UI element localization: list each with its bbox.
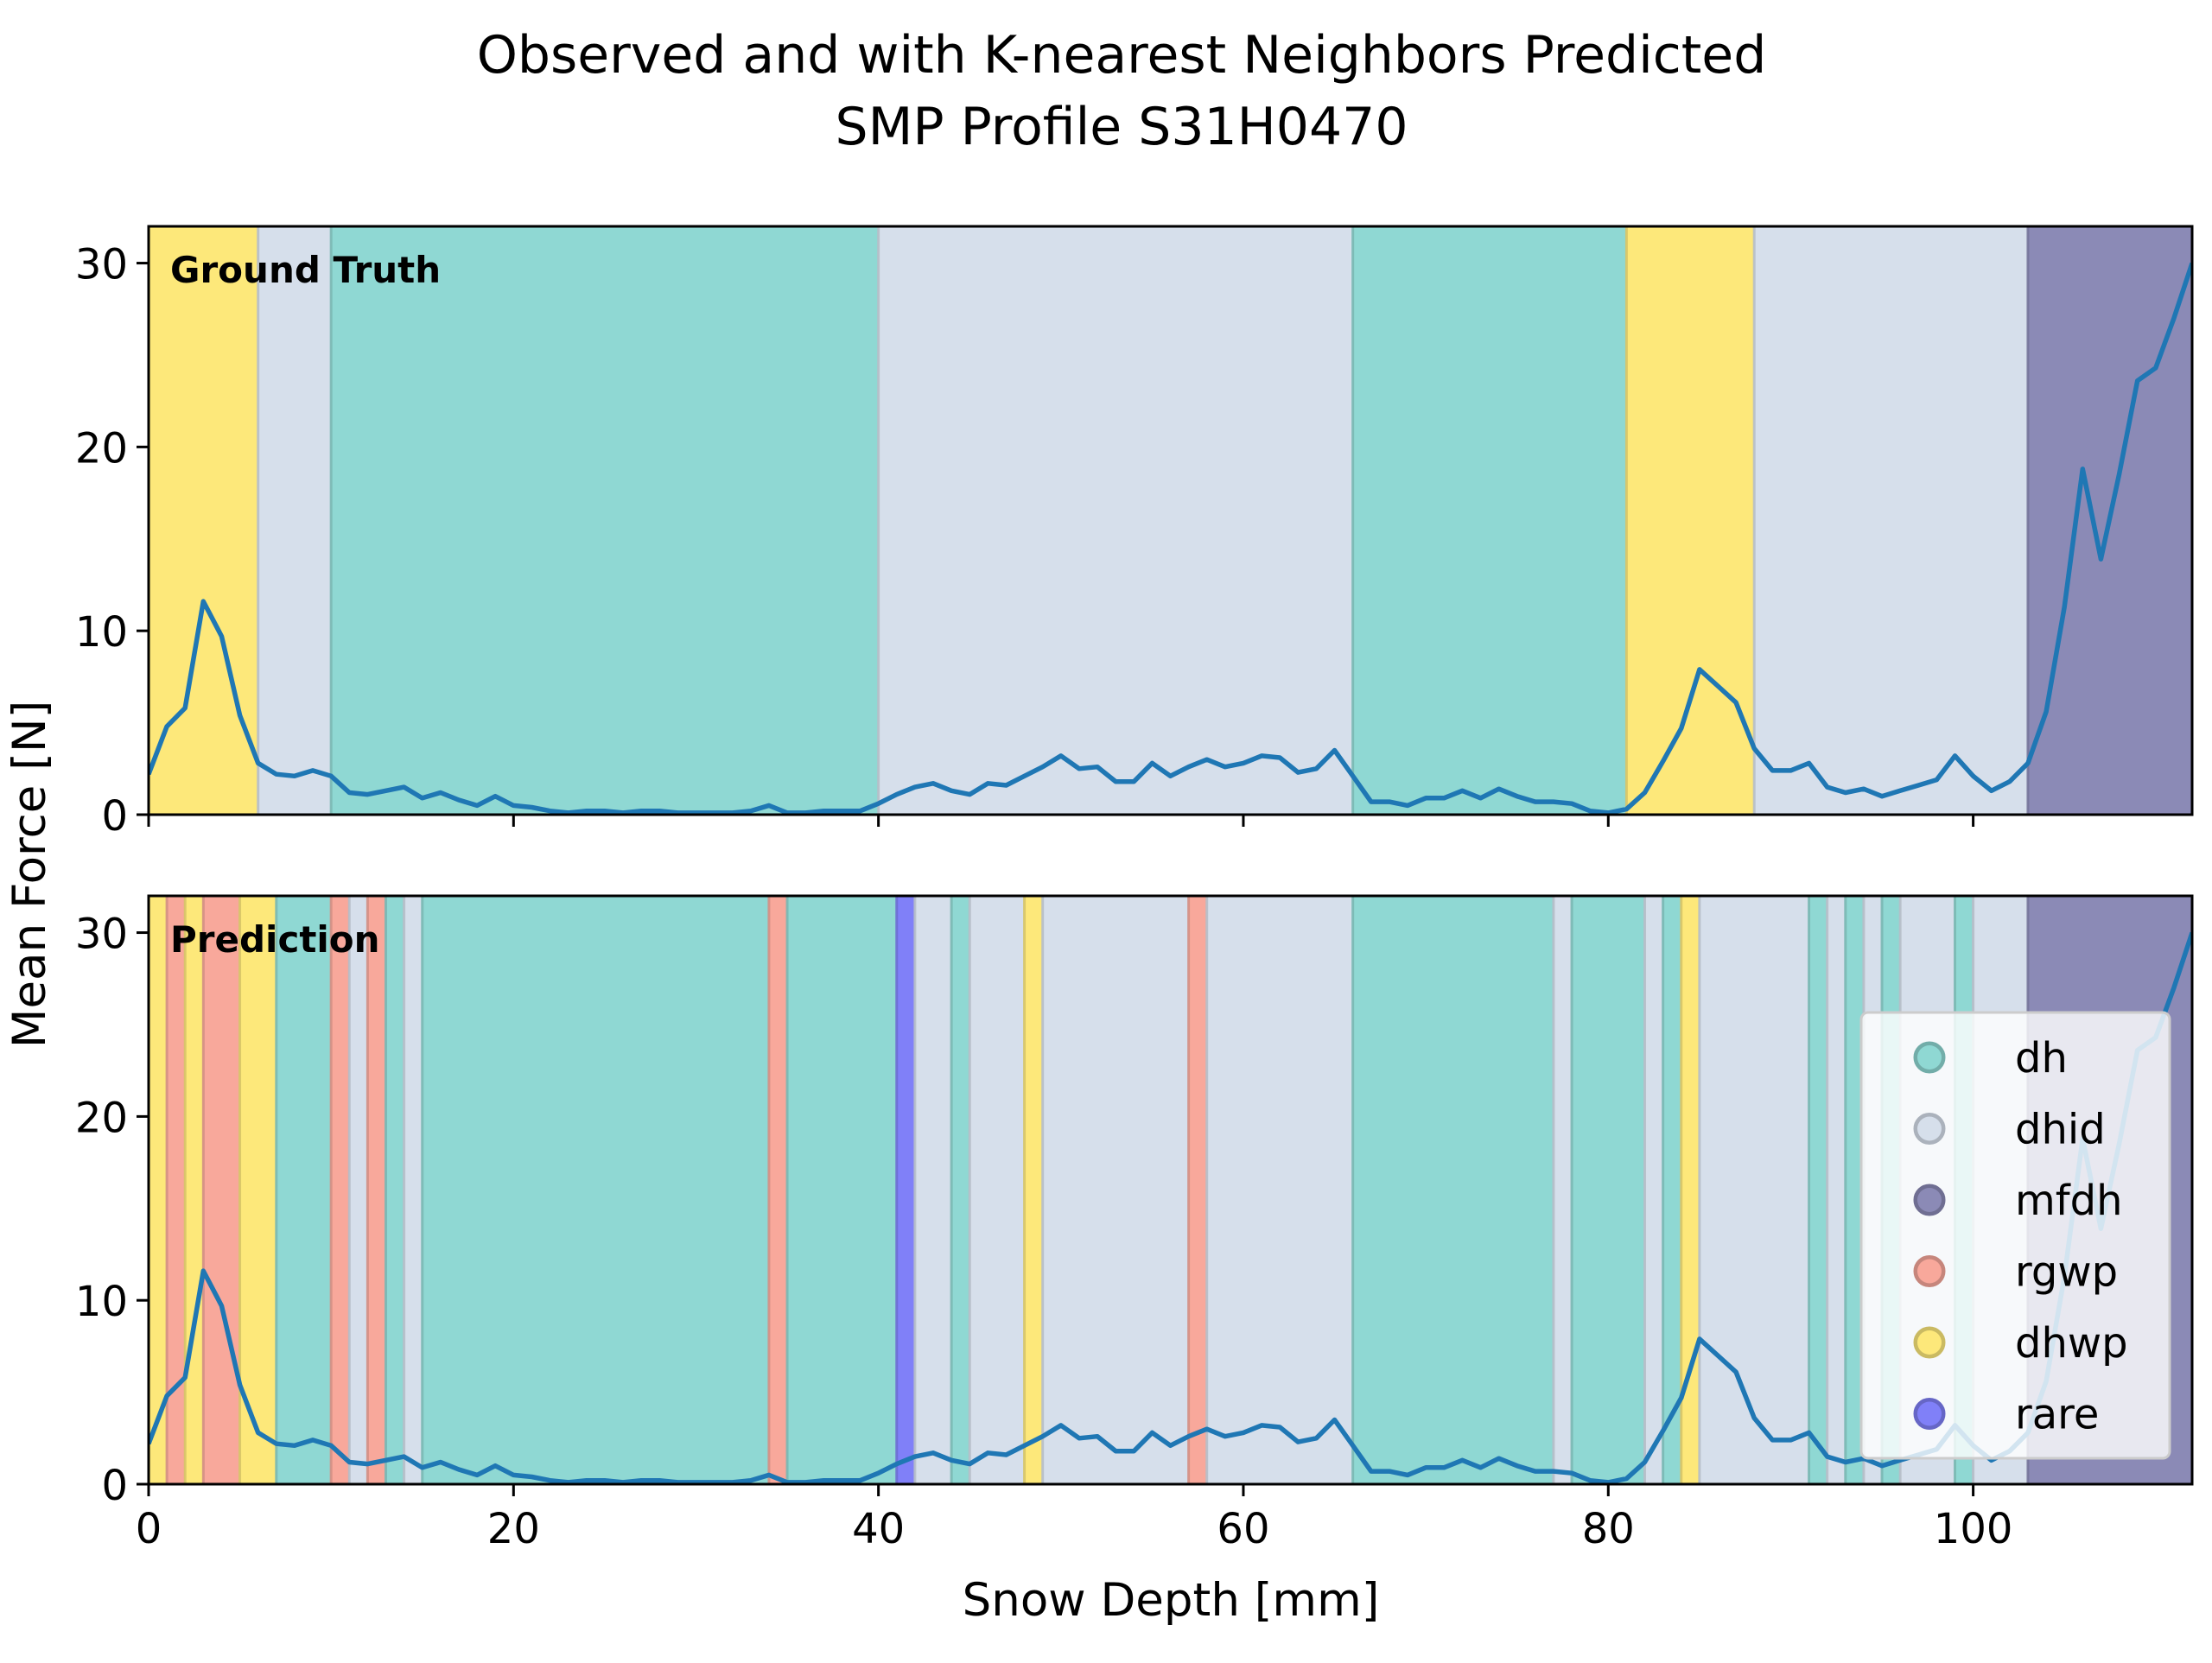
legend-label-rare: rare <box>2015 1391 2099 1439</box>
legend-marker-fill-rare <box>1917 1401 1942 1426</box>
layer-band-dh <box>422 896 769 1484</box>
x-tick-label: 0 <box>136 1505 162 1553</box>
y-tick-label: 30 <box>75 241 128 289</box>
legend-marker-fill-dhwp <box>1917 1330 1942 1355</box>
layer-band-dh <box>787 896 897 1484</box>
panel-label: Ground Truth <box>170 249 441 291</box>
chart-title-line2: SMP Profile S31H0470 <box>836 97 1408 157</box>
legend-label-mfdh: mfdh <box>2015 1177 2123 1225</box>
layer-band-rare <box>896 896 915 1484</box>
layer-band-dhid <box>969 896 1025 1484</box>
layer-band-dhid <box>1644 896 1663 1484</box>
axes-frame <box>147 225 2194 816</box>
layer-band-rgwp <box>167 896 186 1484</box>
y-tick-label: 20 <box>75 1094 128 1142</box>
force-line <box>149 262 2192 815</box>
y-tick-label: 10 <box>75 608 128 657</box>
layer-band-dhid <box>914 896 952 1484</box>
panel-label: Prediction <box>170 918 380 961</box>
layer-band-rgwp <box>331 896 350 1484</box>
legend-marker-fill-rgwp <box>1917 1259 1942 1284</box>
legend-marker-fill-dh <box>1917 1045 1942 1070</box>
legend-marker-fill-mfdh <box>1917 1188 1942 1212</box>
layer-band-dhid <box>404 896 423 1484</box>
layer-band-dh <box>385 896 404 1484</box>
layer-band-dh <box>1572 896 1645 1484</box>
layer-band-dhid <box>1754 226 2028 815</box>
layer-band-dh <box>1352 896 1554 1484</box>
layer-band-dh <box>331 226 879 815</box>
legend: dh dhid mfdh rgwp dhwp rare <box>1859 1011 2171 1460</box>
layer-band-dhwp <box>1626 226 1755 815</box>
layer-band-dhid <box>1699 896 1809 1484</box>
x-axis-label: Snow Depth [mm] <box>963 1574 1380 1627</box>
axes-frame <box>147 894 2194 1486</box>
y-tick-label: 10 <box>75 1278 128 1326</box>
layer-band-dhid <box>1042 896 1189 1484</box>
x-tick-label: 100 <box>1934 1505 2013 1553</box>
layer-band-dhwp <box>1681 896 1700 1484</box>
x-tick-label: 60 <box>1217 1505 1269 1553</box>
layer-band-dh <box>1352 226 1627 815</box>
legend-label-dhid: dhid <box>2015 1106 2106 1154</box>
y-tick-label: 30 <box>75 911 128 959</box>
layer-band-dh <box>1845 896 1864 1484</box>
legend-label-dhwp: dhwp <box>2015 1319 2128 1368</box>
chart-title-line1: Observed and with K-nearest Neighbors Pr… <box>477 25 1767 86</box>
legend-label-dh: dh <box>2015 1034 2068 1082</box>
layer-band-dh <box>951 896 970 1484</box>
layer-band-dhwp <box>239 896 276 1484</box>
y-axis-label: Mean Force [N] <box>3 701 56 1049</box>
layer-band-rgwp <box>1188 896 1207 1484</box>
legend-label-rgwp: rgwp <box>2015 1248 2118 1297</box>
layer-band-dhid <box>257 226 332 815</box>
layer-band-dh <box>1662 896 1681 1484</box>
layer-band-rgwp <box>367 896 386 1484</box>
layer-band-rgwp <box>203 896 240 1484</box>
layer-band-dhwp <box>149 896 168 1484</box>
panel-ground-truth: 0 10 20 30 Ground Truth <box>75 225 2194 841</box>
x-tick-label: 40 <box>852 1505 905 1553</box>
layer-band-dhid <box>1827 896 1846 1484</box>
y-tick-label: 20 <box>75 424 128 473</box>
layer-band-rgwp <box>768 896 788 1484</box>
layer-band-dhwp <box>1024 896 1043 1484</box>
layer-band-dhid <box>1206 896 1353 1484</box>
layer-band-dhid <box>878 226 1353 815</box>
y-tick-label: 0 <box>101 1462 128 1510</box>
layer-band-dhid <box>1553 896 1573 1484</box>
layer-band-dh <box>276 896 332 1484</box>
x-tick-label: 80 <box>1582 1505 1635 1553</box>
force-line <box>149 931 2192 1484</box>
legend-marker-fill-dhid <box>1917 1116 1942 1141</box>
layer-band-dh <box>1808 896 1827 1484</box>
x-tick-label: 20 <box>487 1505 540 1553</box>
layer-band-dhid <box>349 896 368 1484</box>
y-tick-label: 0 <box>101 792 128 841</box>
layer-band-dhwp <box>185 896 204 1484</box>
